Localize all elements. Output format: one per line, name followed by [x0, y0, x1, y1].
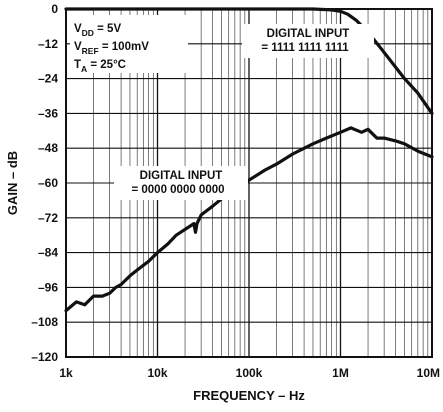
annotation-layer: VDD = 5V VREF = 100mV TA = 25°C DIGITAL INP… — [70, 15, 374, 200]
digital-input-title: DIGITAL INPUT — [267, 28, 350, 40]
condition-label: VREF = 100mV — [74, 41, 149, 56]
digital-input-code: = 1111 1111 1111 — [261, 42, 349, 54]
y-tick-label: –48 — [38, 141, 58, 155]
y-tick-label: 0 — [51, 2, 58, 16]
plot-frame — [65, 8, 433, 358]
x-tick-label: 1M — [332, 366, 349, 380]
y-tick-label: –72 — [38, 211, 58, 225]
digital-input-title: DIGITAL INPUT — [140, 170, 223, 182]
condition-label: VDD = 5V — [74, 23, 121, 38]
digital-input-code: = 0000 0000 0000 — [131, 184, 224, 196]
y-tick-label: –60 — [38, 176, 58, 190]
conditions-box — [70, 15, 188, 73]
x-tick-label: 10M — [417, 366, 440, 380]
x-axis-title: FREQUENCY – Hz — [193, 388, 305, 403]
condition-label: TA = 25°C — [74, 59, 126, 74]
x-tick-label: 1k — [59, 366, 73, 380]
y-tick-label: –84 — [38, 246, 58, 260]
y-tick-label: –108 — [31, 315, 58, 329]
y-tick-label: –120 — [31, 350, 58, 364]
y-tick-label: –96 — [38, 280, 58, 294]
y-axis-title: GAIN – dB — [5, 151, 20, 215]
y-tick-label: –12 — [38, 37, 58, 51]
series-zero-code — [64, 126, 434, 313]
x-tick-label: 100k — [236, 366, 263, 380]
y-tick-label: –36 — [38, 106, 58, 120]
digital-input-box — [242, 24, 374, 58]
y-tick-label: –24 — [38, 72, 58, 86]
x-tick-label: 10k — [147, 366, 167, 380]
digital-input-box — [114, 166, 248, 200]
